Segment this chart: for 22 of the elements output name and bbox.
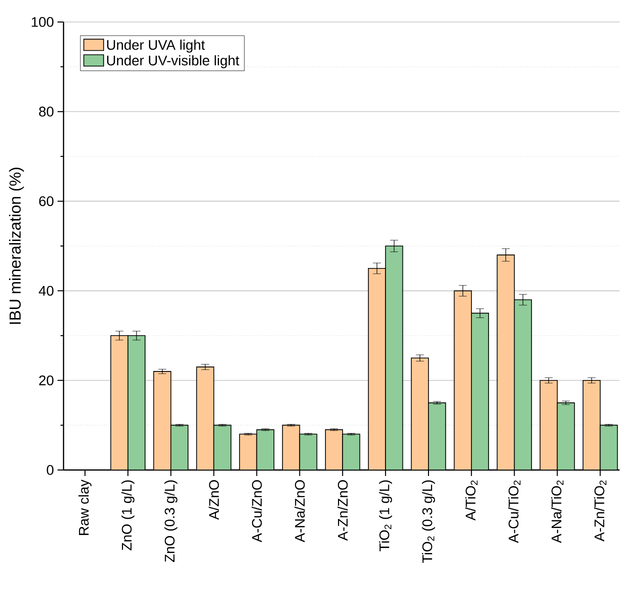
- legend-label: Under UVA light: [107, 40, 205, 53]
- x-tick-label: A-Na/TiO$_{2}$: [551, 480, 564, 544]
- y-tick-label: 0: [46, 465, 54, 475]
- x-tick-label: A/TiO$_{2}$: [465, 480, 478, 521]
- x-tick-label: A-Cu/TiO$_{2}$: [508, 480, 520, 544]
- y-tick-label: 100: [32, 17, 54, 27]
- x-tick-label: A-Zn/TiO$_{2}$: [594, 480, 606, 542]
- y-axis-title: IBU mineralization (%): [9, 168, 24, 324]
- y-tick-label: 60: [39, 196, 54, 206]
- x-tick-label: A-Cu/ZnO: [252, 480, 262, 542]
- y-tick-label: 40: [38, 286, 54, 296]
- x-tick-label: A-Na/ZnO: [294, 480, 305, 542]
- legend-label: Under UV-visible light: [107, 55, 240, 68]
- y-tick-label: 80: [39, 106, 54, 117]
- x-tick-label: TiO$_{2}$ (0.3 g/L): [422, 480, 435, 563]
- x-tick-label: A-Zn/ZnO: [337, 480, 348, 541]
- x-tick-label: ZnO (1 g/L): [121, 480, 134, 550]
- x-tick-label: Raw clay: [78, 480, 92, 535]
- y-tick-label: 20: [39, 375, 54, 386]
- x-tick-label: ZnO (0.3 g/L): [164, 480, 178, 562]
- x-tick-label: A/ZnO: [208, 480, 219, 520]
- x-tick-label: TiO$_{2}$ (1 g/L): [379, 480, 392, 552]
